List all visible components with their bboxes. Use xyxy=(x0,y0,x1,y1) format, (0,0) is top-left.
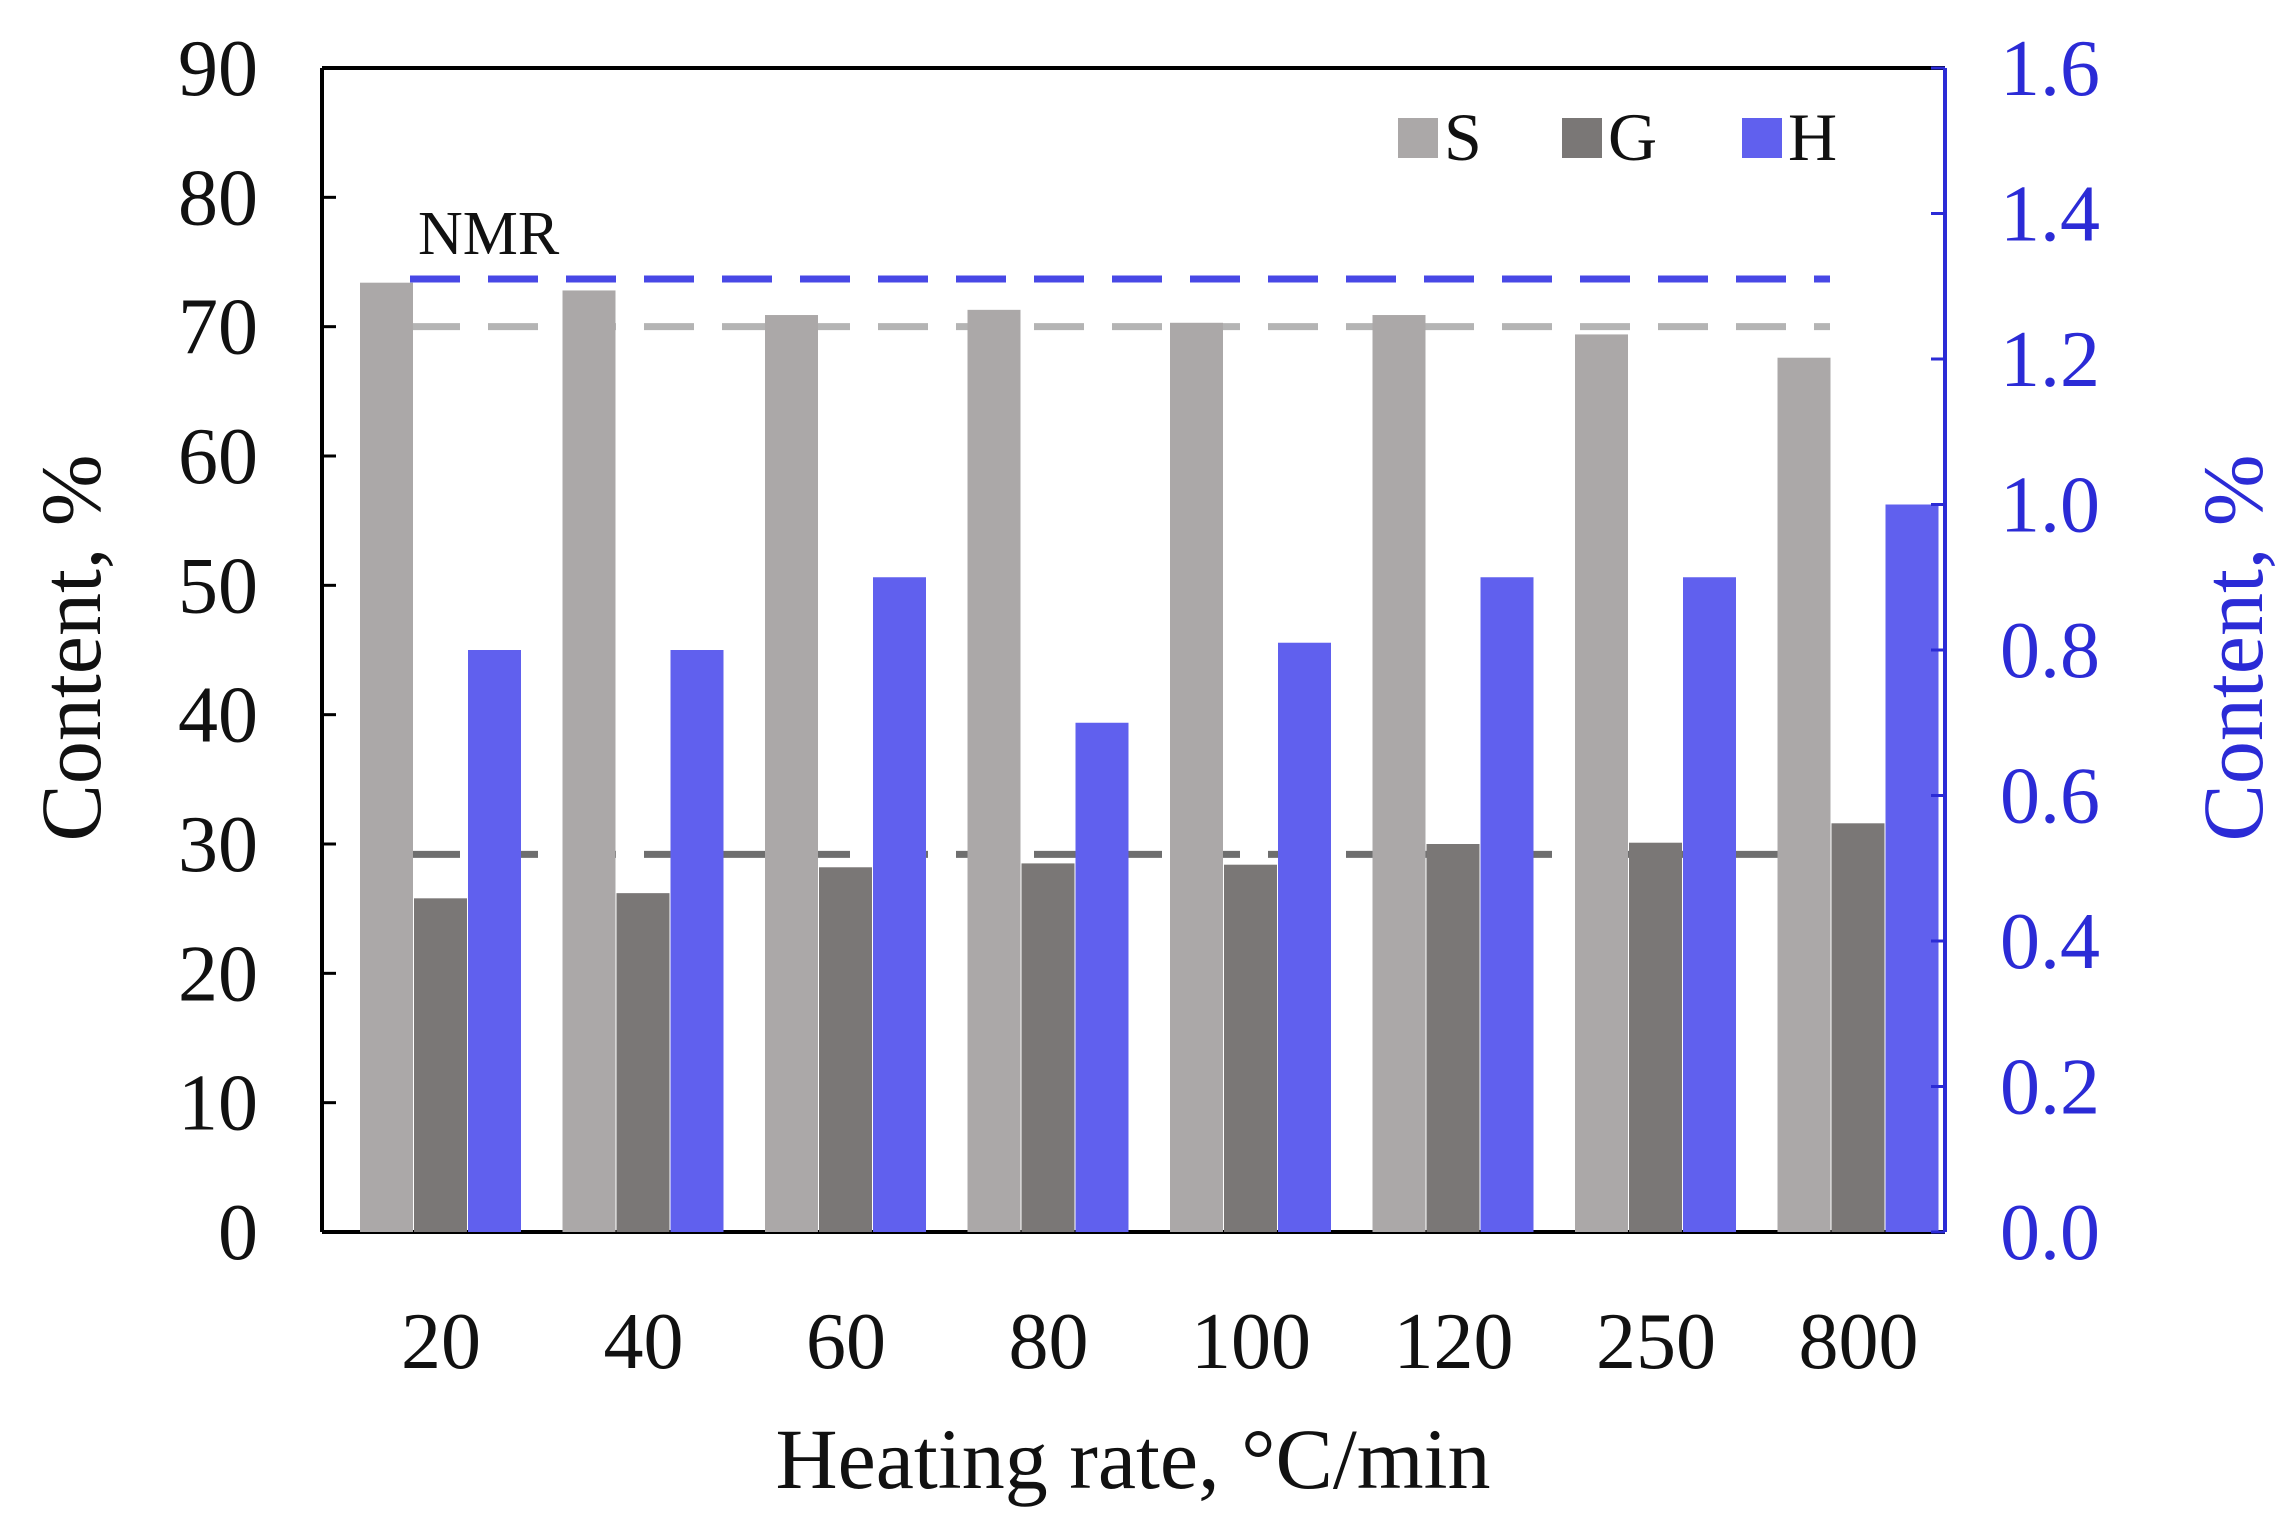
x-tick-label: 40 xyxy=(604,1298,684,1386)
y-axis-ticks: 0 10 20 30 40 50 60 70 80 90 xyxy=(178,25,336,1277)
bar-s-800 xyxy=(1777,357,1831,1232)
y-tick-label: 50 xyxy=(178,542,258,630)
bar-g-60 xyxy=(819,867,872,1232)
x-tick-label: 60 xyxy=(806,1298,886,1386)
bar-s-120 xyxy=(1372,315,1426,1232)
bar-h-120 xyxy=(1480,577,1534,1232)
y2-tick-label: 1.6 xyxy=(2000,25,2100,113)
bar-s-20 xyxy=(360,282,413,1232)
y2-tick-label: 0.0 xyxy=(2000,1189,2100,1277)
x-tick-label: 800 xyxy=(1799,1298,1919,1386)
bar-s-250 xyxy=(1575,334,1628,1233)
legend-label-s: S xyxy=(1444,99,1482,175)
bar-s-60 xyxy=(765,315,818,1232)
x-axis-ticks: 20 40 60 80 100 120 250 800 xyxy=(401,1298,1919,1386)
x-axis-title: Heating rate, °C/min xyxy=(775,1411,1490,1507)
y2-tick-label: 1.0 xyxy=(2000,462,2100,550)
bar-h-40 xyxy=(670,650,724,1232)
x-tick-label: 100 xyxy=(1191,1298,1311,1386)
legend-swatch-s xyxy=(1398,118,1438,158)
y-tick-label: 70 xyxy=(178,284,258,372)
y-axis-title: Content, % xyxy=(23,455,119,842)
bar-g-250 xyxy=(1629,842,1682,1232)
legend-swatch-h xyxy=(1742,118,1782,158)
y2-tick-label: 1.2 xyxy=(2000,316,2100,404)
y2-tick-label: 1.4 xyxy=(2000,171,2100,259)
y-tick-label: 30 xyxy=(178,801,258,889)
y-tick-label: 80 xyxy=(178,154,258,242)
bar-s-40 xyxy=(562,290,616,1232)
x-tick-label: 20 xyxy=(401,1298,481,1386)
y-tick-label: 60 xyxy=(178,413,258,501)
bar-g-20 xyxy=(414,898,467,1232)
bar-s-80 xyxy=(967,309,1021,1232)
y-tick-label: 20 xyxy=(178,930,258,1018)
bar-h-80 xyxy=(1075,722,1129,1232)
legend-swatch-g xyxy=(1562,118,1602,158)
y2-tick-label: 0.6 xyxy=(2000,753,2100,841)
bar-h-100 xyxy=(1278,642,1331,1232)
bar-h-20 xyxy=(468,650,521,1232)
bar-g-40 xyxy=(616,893,670,1232)
y2-tick-label: 0.4 xyxy=(2000,898,2100,986)
x-tick-label: 120 xyxy=(1394,1298,1514,1386)
y2-tick-label: 0.2 xyxy=(2000,1044,2100,1132)
nmr-annotation: NMR xyxy=(418,200,560,268)
bar-h-60 xyxy=(873,577,926,1232)
bar-g-800 xyxy=(1831,823,1885,1232)
bar-h-800 xyxy=(1885,504,1939,1232)
y-tick-label: 40 xyxy=(178,672,258,760)
y-tick-label: 10 xyxy=(178,1060,258,1148)
y2-tick-label: 0.8 xyxy=(2000,607,2100,695)
bar-h-250 xyxy=(1683,577,1736,1232)
y2-axis-ticks: 0.0 0.2 0.4 0.6 0.8 1.0 1.2 1.4 1.6 xyxy=(1931,25,2100,1277)
x-tick-label: 80 xyxy=(1009,1298,1089,1386)
bar-g-120 xyxy=(1426,844,1480,1232)
bar-g-100 xyxy=(1224,864,1277,1232)
y2-axis-title: Content, % xyxy=(2185,455,2281,842)
y-tick-label: 90 xyxy=(178,25,258,113)
legend-label-h: H xyxy=(1788,99,1837,175)
bars xyxy=(360,282,1939,1233)
legend-label-g: G xyxy=(1608,99,1657,175)
bar-s-100 xyxy=(1170,322,1223,1233)
y-tick-label: 0 xyxy=(218,1189,258,1277)
bar-g-80 xyxy=(1021,863,1075,1232)
x-tick-label: 250 xyxy=(1596,1298,1716,1386)
